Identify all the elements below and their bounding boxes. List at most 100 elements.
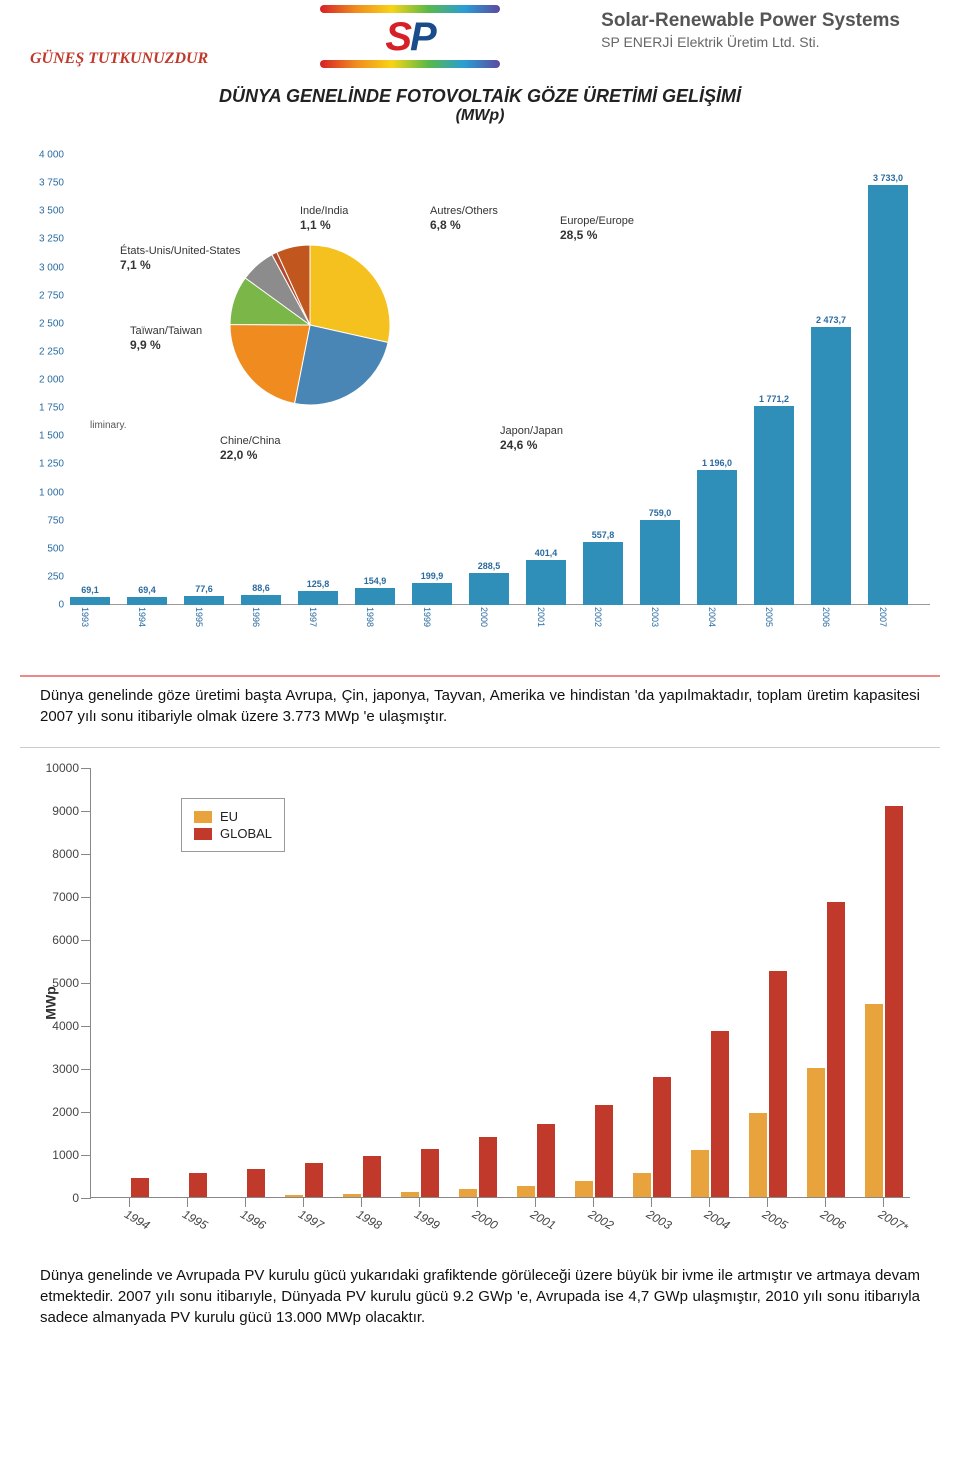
- chart1-bar-category: 1999: [422, 607, 432, 627]
- chart2-x-tick: [883, 1197, 884, 1207]
- chart2-x-tick: [187, 1197, 188, 1207]
- chart1-bar-category: 1996: [251, 607, 261, 627]
- chart2-y-tick-label: 6000: [52, 933, 91, 947]
- separator: [20, 675, 940, 677]
- chart1: liminary. 02505007501 0001 2501 5001 750…: [10, 125, 950, 645]
- chart2-bar-global: [769, 971, 787, 1197]
- chart1-bar-value: 759,0: [649, 508, 672, 518]
- chart1-y-tick-label: 3 750: [39, 178, 70, 189]
- chart1-bar-rect: [184, 596, 224, 605]
- chart2-y-tick-label: 0: [72, 1191, 91, 1205]
- chart1-bar: 199,91999: [412, 583, 452, 605]
- chart1-bar-rect: [412, 583, 452, 605]
- chart2-x-label: 1999: [412, 1207, 442, 1232]
- chart1-bar-value: 88,6: [252, 583, 270, 593]
- chart2-x-tick: [651, 1197, 652, 1207]
- chart1-bar-category: 2006: [821, 607, 831, 627]
- chart1-y-tick-label: 2 750: [39, 290, 70, 301]
- chart1-bar: 2 473,72006: [811, 327, 851, 605]
- chart2-x-tick: [593, 1197, 594, 1207]
- chart2-y-tick-label: 5000: [52, 976, 91, 990]
- chart1-bar-rect: [469, 573, 509, 605]
- chart1-bar-category: 2003: [650, 607, 660, 627]
- chart1-bar-category: 2000: [479, 607, 489, 627]
- pie-slice-label: Chine/China22,0 %: [220, 435, 281, 463]
- chart1-bar-category: 2007: [878, 607, 888, 627]
- legend-row-global: GLOBAL: [194, 826, 272, 841]
- chart2-x-label: 2002: [586, 1207, 616, 1232]
- legend-swatch-eu: [194, 811, 212, 823]
- chart2-bar-eu: [807, 1068, 825, 1197]
- chart2-y-tick-label: 7000: [52, 890, 91, 904]
- chart2-x-tick: [535, 1197, 536, 1207]
- chart2-bar-eu: [459, 1189, 477, 1197]
- company-subname: SP ENERJİ Elektrik Üretim Ltd. Sti.: [601, 34, 900, 50]
- chart1-plot-area: liminary. 02505007501 0001 2501 5001 750…: [70, 155, 930, 605]
- sp-logo: SP: [310, 5, 510, 70]
- chart2-x-tick: [825, 1197, 826, 1207]
- chart1-bar-value: 1 771,2: [759, 394, 789, 404]
- chart2-bar-eu: [401, 1192, 419, 1197]
- chart2-y-tick-label: 1000: [52, 1148, 91, 1162]
- chart1-bar-value: 557,8: [592, 530, 615, 540]
- chart2-bar-eu: [691, 1150, 709, 1197]
- chart2-x-label: 2006: [818, 1207, 848, 1232]
- chart1-bar-rect: [640, 520, 680, 605]
- chart1-bar-value: 125,8: [307, 579, 330, 589]
- chart1-bar-rect: [127, 597, 167, 605]
- chart1-bar-category: 1998: [365, 607, 375, 627]
- chart2-bar-eu: [575, 1181, 593, 1197]
- chart2-bar-eu: [343, 1194, 361, 1197]
- chart2-x-label: 2001: [528, 1207, 558, 1232]
- chart1-bar-rect: [583, 542, 623, 605]
- chart1-y-tick-label: 1 000: [39, 487, 70, 498]
- chart2-y-tick-label: 3000: [52, 1062, 91, 1076]
- liminary-note: liminary.: [90, 420, 126, 431]
- chart2-x-label: 1995: [180, 1207, 210, 1232]
- chart1-y-tick-label: 3 000: [39, 262, 70, 273]
- chart2-bar-global: [827, 902, 845, 1197]
- chart1-bar-value: 199,9: [421, 571, 444, 581]
- chart1-bar-rect: [241, 595, 281, 605]
- chart2-x-label: 1996: [238, 1207, 268, 1232]
- chart1-bar-rect: [70, 597, 110, 605]
- legend-label-eu: EU: [220, 809, 238, 824]
- chart1-bar-value: 1 196,0: [702, 458, 732, 468]
- chart1-bar-value: 77,6: [195, 584, 213, 594]
- chart1-y-tick-label: 3 250: [39, 234, 70, 245]
- pie-slice-label: Europe/Europe28,5 %: [560, 215, 634, 243]
- chart1-bar: 401,42001: [526, 560, 566, 605]
- chart2-bar-global: [653, 1077, 671, 1197]
- chart2-x-label: 2003: [644, 1207, 674, 1232]
- chart1-bar: 557,82002: [583, 542, 623, 605]
- pie-chart: Europe/Europe28,5 %Japon/Japan24,6 %Chin…: [200, 225, 460, 425]
- chart2-x-label: 1994: [122, 1207, 152, 1232]
- chart1-bar: 125,81997: [298, 591, 338, 605]
- pie-slice-label: Taïwan/Taiwan9,9 %: [130, 325, 202, 353]
- chart2-bar-eu: [517, 1186, 535, 1197]
- chart1-bar: 88,61996: [241, 595, 281, 605]
- chart1-y-tick-label: 1 250: [39, 459, 70, 470]
- spectrum-bar: [320, 60, 500, 68]
- chart2-x-label: 2005: [760, 1207, 790, 1232]
- paragraph-2: Dünya genelinde ve Avrupada PV kurulu gü…: [40, 1265, 920, 1328]
- chart2-x-tick: [129, 1197, 130, 1207]
- chart1-bar-category: 2004: [707, 607, 717, 627]
- legend-label-global: GLOBAL: [220, 826, 272, 841]
- chart2-bar-global: [189, 1173, 207, 1197]
- chart2-bar-global: [131, 1178, 149, 1197]
- chart2-x-tick: [245, 1197, 246, 1207]
- chart2-bar-global: [537, 1124, 555, 1197]
- chart2-y-tick-label: 8000: [52, 847, 91, 861]
- chart1-y-tick-label: 1 500: [39, 431, 70, 442]
- chart1-bar-value: 288,5: [478, 561, 501, 571]
- chart2-y-tick-label: 4000: [52, 1019, 91, 1033]
- chart2-x-label: 1998: [354, 1207, 384, 1232]
- chart1-y-tick-label: 2 500: [39, 318, 70, 329]
- chart1-y-tick-label: 4 000: [39, 150, 70, 161]
- chart1-y-tick-label: 3 500: [39, 206, 70, 217]
- chart2: MWp EU GLOBAL 01000200030004000500060007…: [20, 747, 940, 1257]
- chart1-bar-value: 154,9: [364, 576, 387, 586]
- chart1-bar: 77,61995: [184, 596, 224, 605]
- chart2-x-label: 2004: [702, 1207, 732, 1232]
